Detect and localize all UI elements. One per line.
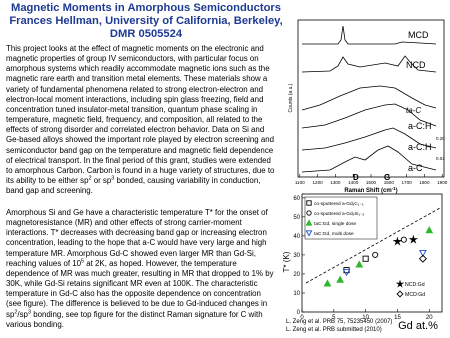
superscript: 2: [14, 308, 18, 315]
x-tick-label: 15: [394, 315, 401, 321]
curve-label: NCD: [406, 60, 426, 70]
curve-ach-004: [301, 127, 437, 151]
x-tick-label: 5: [332, 315, 336, 321]
text-run: bonded, causing variability in conductio…: [6, 176, 261, 196]
marker-triangle: [323, 279, 332, 287]
peak-label: D: [353, 173, 359, 182]
y-axis-label: Counts (a.u.): [288, 83, 294, 112]
marker-square: [362, 255, 369, 262]
title: Magnetic Moments in Amorphous Semiconduc…: [11, 2, 281, 14]
composition-label: 0.20: [436, 136, 445, 141]
marker-triangle: [355, 260, 364, 268]
y-tick-label: 10: [293, 291, 300, 297]
curve-label: a-C:H: [408, 142, 432, 152]
x-tick-label: 1500: [366, 180, 377, 185]
y-tick-label: 40: [293, 234, 300, 240]
paragraph: This project looks at the effect of magn…: [6, 44, 276, 196]
text-run: at 2K, as hoped. However, the temperatur…: [6, 258, 274, 319]
curve-label: a-C:H: [408, 121, 432, 131]
legend-label: taC:Gd, single dose: [314, 221, 356, 227]
x-tick-label: 1200: [312, 180, 323, 185]
x-axis-label: Raman Shift (cm-1): [344, 186, 397, 194]
y-tick-label: 0: [297, 310, 301, 316]
marker-circle: [372, 251, 379, 258]
award: DMR 0505524: [109, 28, 183, 40]
curve-ach-020: [301, 103, 437, 129]
superscript: 2: [88, 175, 92, 182]
marker-square: [306, 200, 312, 206]
marker-star: [392, 236, 403, 246]
marker-star: [408, 234, 419, 244]
marker-triangle-down: [305, 230, 313, 237]
curve-ac: [301, 145, 437, 173]
legend-label: NCD:Gd: [405, 282, 425, 288]
x-tick-label: 1600: [384, 180, 395, 185]
x-tick-label: 10: [362, 315, 369, 321]
legend-label: MCD:Gd: [405, 292, 425, 298]
superscript: 5: [81, 258, 85, 265]
marker-triangle-down: [419, 249, 427, 258]
legend-label: co-sputtered a-GdₓSi₁₋ₓ: [314, 211, 365, 217]
x-tick-label: 1800: [419, 180, 430, 185]
superscript: 3: [111, 175, 115, 182]
x-tick-label: 1400: [348, 180, 359, 185]
y-tick-label: 20: [293, 272, 300, 278]
marker-diamond: [418, 254, 427, 263]
text-run: bonding, see top figure for the distinct…: [6, 309, 263, 329]
citation: L. Zeng et al. PRB 75, 75235450 (2007): [286, 319, 393, 325]
citation: L. Zeng et al. PRB submitted (2010): [286, 327, 382, 333]
header: Magnetic Moments in Amorphous Semiconduc…: [6, 2, 286, 41]
marker-circle: [306, 210, 312, 216]
marker-triangle: [336, 275, 345, 283]
tstar-frame: [301, 193, 443, 313]
legend-box: [304, 196, 378, 240]
marker-triangle: [425, 226, 434, 234]
curve-label: ta-C: [406, 106, 421, 115]
x-axis-label: Gd at.%: [398, 320, 438, 332]
text-run: Amorphous Si and Ge have a characteristi…: [6, 208, 268, 268]
trend-line: [305, 207, 441, 284]
x-tick-label: 0: [300, 315, 304, 321]
marker-triangle: [305, 219, 313, 226]
superscript: 3: [27, 308, 31, 315]
paragraph: Amorphous Si and Ge have a characteristi…: [6, 208, 276, 330]
curve-tac: [301, 85, 437, 111]
text-run: or sp: [91, 176, 112, 186]
x-tick-label: 1100: [295, 180, 305, 185]
legend-label: co-sputtered a-GdₓC₁₋ₓ: [314, 201, 364, 207]
marker-diamond: [396, 290, 404, 298]
curve-ncd: [301, 55, 437, 73]
label-part: Raman Shift (cm: [344, 188, 391, 194]
y-axis-label: T* (K): [282, 251, 291, 272]
curve-label: MCD: [408, 30, 429, 40]
marker-triangle-down: [342, 268, 351, 277]
raman-curves: [301, 25, 437, 173]
curve-label: a-C: [408, 163, 423, 173]
text-run: This project looks at the effect of magn…: [6, 44, 275, 186]
marker-circle: [400, 236, 407, 243]
x-tick-label: 1700: [401, 180, 412, 185]
y-tick-label: 50: [293, 215, 300, 221]
composition-label: 0.04: [436, 156, 445, 161]
text-run: /sp: [17, 309, 28, 319]
label-part: ): [396, 188, 398, 194]
y-tick-label: 30: [293, 253, 300, 259]
raman-frame: [297, 19, 445, 178]
x-tick-label: 1900: [437, 180, 448, 185]
legend-label: taC:Gd, multi dose: [314, 231, 354, 237]
curve-mcd: [302, 25, 437, 45]
marker-star: [395, 279, 405, 288]
x-tick-label: 1300: [330, 180, 341, 185]
x-tick-label: 20: [426, 315, 433, 321]
superscript: -1: [392, 186, 396, 191]
peak-label: G: [384, 173, 390, 182]
author: Frances Hellman, University of Californi…: [9, 15, 283, 27]
y-tick-label: 60: [293, 196, 300, 202]
